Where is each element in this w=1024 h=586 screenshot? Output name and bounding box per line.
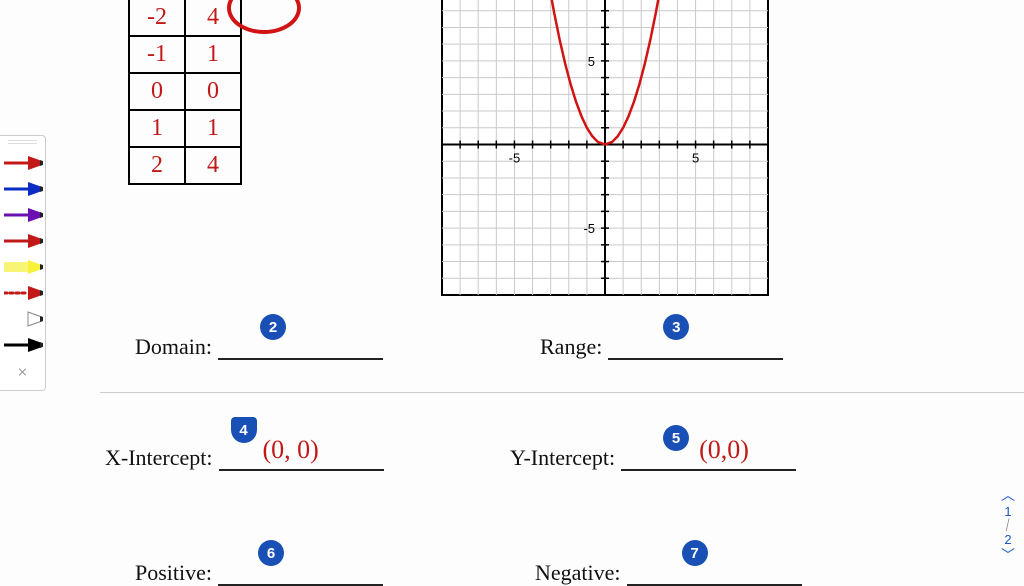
domain-blank[interactable]: 2 — [218, 334, 383, 360]
page-down-icon[interactable]: ﹀ — [998, 547, 1018, 564]
positive-field: Positive: 6 — [135, 560, 383, 586]
positive-label: Positive: — [135, 560, 212, 586]
table-row: 11 — [129, 110, 241, 147]
y-intercept-label: Y-Intercept: — [510, 445, 615, 471]
page-navigator[interactable]: ︿ 1 ╱ 2 ﹀ — [998, 487, 1018, 564]
worksheet-area: -24-11001124 -55-55 Domain: 2 Range: 3 X… — [60, 0, 994, 576]
positive-blank[interactable]: 6 — [218, 560, 383, 586]
bubble-3[interactable]: 3 — [663, 314, 689, 340]
parabola-graph: -5 5 -5 5 — [440, 0, 770, 297]
range-blank[interactable]: 3 — [608, 334, 783, 360]
value-table: -24-11001124 — [128, 0, 242, 185]
range-label: Range: — [540, 334, 602, 360]
pen-white-marker[interactable] — [2, 306, 43, 332]
svg-text:-5: -5 — [509, 151, 521, 166]
x-intercept-label: X-Intercept: — [105, 445, 213, 471]
table-row: 00 — [129, 73, 241, 110]
bubble-7[interactable]: 7 — [682, 540, 708, 566]
x-intercept-blank[interactable]: 4 (0, 0) — [219, 445, 384, 471]
pen-red-fine[interactable] — [2, 228, 43, 254]
pen-blue-marker[interactable] — [2, 176, 43, 202]
pen-yellow-highlight[interactable] — [2, 254, 43, 280]
table-row: 24 — [129, 147, 241, 184]
y-intercept-answer: (0,0) — [699, 435, 749, 465]
svg-text:5: 5 — [692, 151, 699, 166]
bubble-6[interactable]: 6 — [258, 540, 284, 566]
range-field: Range: 3 — [540, 334, 783, 360]
page-up-icon[interactable]: ︿ — [998, 487, 1018, 504]
table-row: -24 — [129, 0, 241, 36]
y-intercept-blank[interactable]: 5 (0,0) — [621, 445, 796, 471]
table-row: -11 — [129, 36, 241, 73]
pen-red-marker[interactable] — [2, 150, 43, 176]
y-intercept-field: Y-Intercept: 5 (0,0) — [510, 445, 796, 471]
bubble-5[interactable]: 5 — [663, 425, 689, 451]
pen-red-dashed[interactable] — [2, 280, 43, 306]
bubble-2[interactable]: 2 — [260, 314, 286, 340]
pen-toolbar: × — [0, 135, 46, 391]
pen-purple-marker[interactable] — [2, 202, 43, 228]
domain-field: Domain: 2 — [135, 334, 383, 360]
svg-text:-5: -5 — [583, 221, 595, 236]
pen-black-marker[interactable] — [2, 332, 43, 358]
svg-text:5: 5 — [588, 54, 595, 69]
x-intercept-field: X-Intercept: 4 (0, 0) — [105, 445, 384, 471]
domain-label: Domain: — [135, 334, 212, 360]
negative-label: Negative: — [535, 560, 621, 586]
bubble-4[interactable]: 4 — [231, 417, 257, 443]
toolbar-close-button[interactable]: × — [2, 358, 43, 386]
negative-field: Negative: 7 — [535, 560, 802, 586]
x-intercept-answer: (0, 0) — [263, 435, 319, 465]
section-divider — [100, 392, 1024, 393]
negative-blank[interactable]: 7 — [627, 560, 802, 586]
toolbar-drag-handle[interactable] — [8, 140, 37, 144]
